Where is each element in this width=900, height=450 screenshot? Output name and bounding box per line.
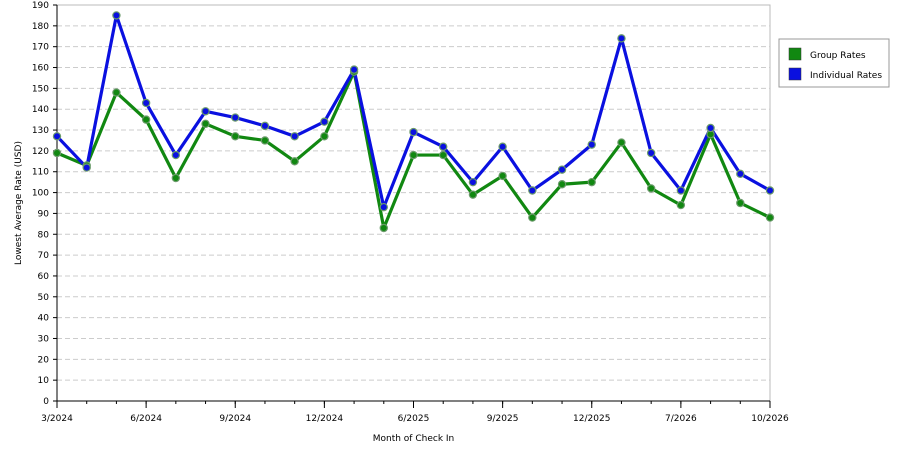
data-point-group-rates — [141, 115, 151, 124]
legend-label: Group Rates — [810, 51, 866, 61]
x-tick-label: 3/2024 — [41, 414, 73, 424]
grid-lines — [56, 4, 771, 402]
data-point-group-rates — [409, 150, 418, 160]
y-axis-title: Lowest Average Rate (USD) — [14, 141, 24, 265]
data-point-group-rates — [765, 213, 775, 222]
data-point-individual-rates — [528, 186, 537, 195]
data-point-group-rates — [557, 180, 567, 189]
plot-area — [56, 4, 771, 402]
x-tick-label: 9/2024 — [219, 414, 251, 424]
data-point-individual-rates — [409, 127, 418, 137]
y-tick-label: 20 — [38, 355, 50, 365]
data-point-group-rates — [171, 173, 181, 183]
data-point-group-rates — [112, 88, 121, 97]
x-tick-label: 6/2025 — [398, 414, 430, 424]
data-point-group-rates — [676, 200, 686, 210]
data-point-individual-rates — [587, 140, 596, 149]
data-point-individual-rates — [439, 142, 448, 151]
y-tick-label: 150 — [32, 84, 49, 94]
y-tick-label: 0 — [43, 397, 49, 407]
y-tick-label: 60 — [38, 272, 50, 282]
y-tick-label: 100 — [32, 189, 49, 199]
data-points — [52, 11, 775, 233]
y-tick-label: 180 — [32, 22, 49, 32]
data-point-individual-rates — [201, 107, 210, 116]
y-tick-label: 110 — [32, 168, 49, 178]
data-point-group-rates — [320, 132, 329, 141]
data-point-individual-rates — [320, 117, 329, 126]
data-point-individual-rates — [112, 11, 121, 20]
y-tick-label: 30 — [38, 334, 50, 344]
data-point-individual-rates — [141, 98, 151, 108]
data-point-individual-rates — [617, 34, 626, 43]
y-tick-label: 140 — [32, 105, 49, 115]
data-point-group-rates — [290, 157, 299, 166]
data-point-individual-rates — [468, 177, 478, 187]
data-point-individual-rates — [349, 65, 359, 74]
y-tick-label: 120 — [32, 147, 49, 157]
data-point-group-rates — [646, 184, 656, 193]
data-point-group-rates — [260, 136, 270, 145]
axes: 0 10 20 30 40 50 60 70 80 90 100 110 120 130 140 150 160… — [32, 1, 789, 424]
legend-swatch — [788, 67, 802, 81]
data-point-group-rates — [379, 223, 388, 233]
data-point-group-rates — [498, 171, 507, 181]
legend-swatch — [788, 47, 802, 61]
y-tick-label: 70 — [38, 251, 50, 261]
x-tick-label: 9/2025 — [487, 414, 519, 424]
y-tick-label: 80 — [38, 230, 50, 240]
y-tick-label: 10 — [38, 376, 50, 386]
x-axis-title: Month of Check In — [373, 434, 455, 444]
data-point-group-rates — [439, 150, 448, 160]
data-point-individual-rates — [82, 163, 91, 172]
data-point-individual-rates — [290, 132, 299, 141]
data-point-individual-rates — [231, 113, 240, 122]
data-point-group-rates — [587, 177, 596, 187]
y-tick-label: 160 — [32, 64, 49, 74]
y-tick-label: 90 — [38, 209, 50, 219]
y-tick-label: 130 — [32, 126, 49, 136]
data-point-individual-rates — [646, 148, 656, 158]
data-point-individual-rates — [260, 121, 270, 131]
x-tick-label: 10/2026 — [751, 414, 789, 424]
data-point-individual-rates — [171, 150, 181, 160]
x-tick-label: 12/2025 — [573, 414, 610, 424]
data-point-group-rates — [468, 190, 478, 199]
y-tick-label: 170 — [32, 43, 49, 53]
data-point-individual-rates — [706, 123, 715, 133]
data-point-individual-rates — [736, 169, 745, 179]
data-point-individual-rates — [52, 132, 62, 141]
x-tick-label: 12/2024 — [306, 414, 344, 424]
y-tick-label: 50 — [38, 293, 50, 303]
data-point-group-rates — [736, 198, 745, 208]
data-point-individual-rates — [379, 202, 388, 212]
data-point-individual-rates — [557, 165, 567, 174]
data-point-individual-rates — [676, 186, 686, 195]
data-point-group-rates — [231, 132, 240, 141]
data-point-group-rates — [52, 148, 62, 158]
legend: Group Rates Individual Rates — [778, 38, 890, 88]
data-point-group-rates — [528, 213, 537, 222]
legend-label: Individual Rates — [810, 71, 882, 81]
y-tick-label: 40 — [38, 314, 50, 324]
data-point-individual-rates — [498, 142, 507, 151]
data-point-individual-rates — [765, 186, 775, 195]
data-point-group-rates — [617, 138, 626, 147]
x-tick-label: 7/2026 — [665, 414, 697, 424]
x-tick-label: 6/2024 — [130, 414, 162, 424]
y-tick-label: 190 — [32, 1, 49, 11]
data-point-group-rates — [201, 119, 210, 129]
